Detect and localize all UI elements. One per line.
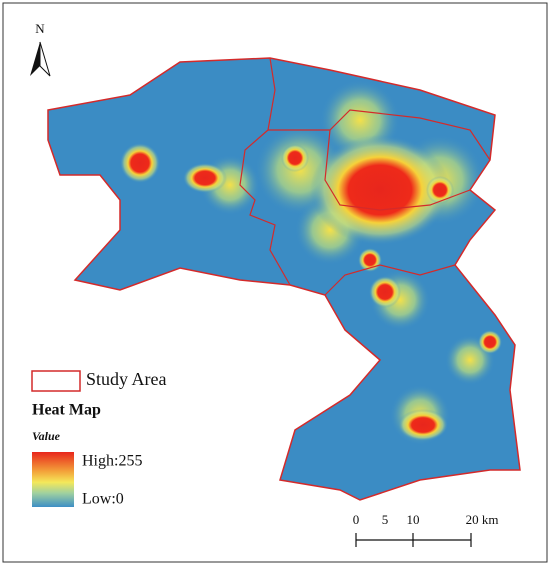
study-area-swatch [31,370,81,392]
low-label: Low:0 [82,491,124,508]
legend: Study Area Heat Map Value High:255 Low:0 [31,369,167,508]
high-label: High:255 [82,453,142,470]
north-arrow: N [30,21,51,77]
heat-map-label: Heat Map [32,402,101,419]
scale-bar: 0 5 10 20 km [353,512,499,547]
north-label: N [35,21,45,36]
scale-label: 20 km [466,512,499,527]
district-boundaries [239,57,491,296]
study-area-label: Study Area [86,369,167,389]
color-ramp [32,452,74,507]
scale-label: 0 [353,512,360,527]
hot-spots [120,135,502,441]
scale-label: 10 [407,512,420,527]
scale-lines [355,533,472,547]
value-label: Value [32,429,61,443]
scale-label: 5 [382,512,389,527]
